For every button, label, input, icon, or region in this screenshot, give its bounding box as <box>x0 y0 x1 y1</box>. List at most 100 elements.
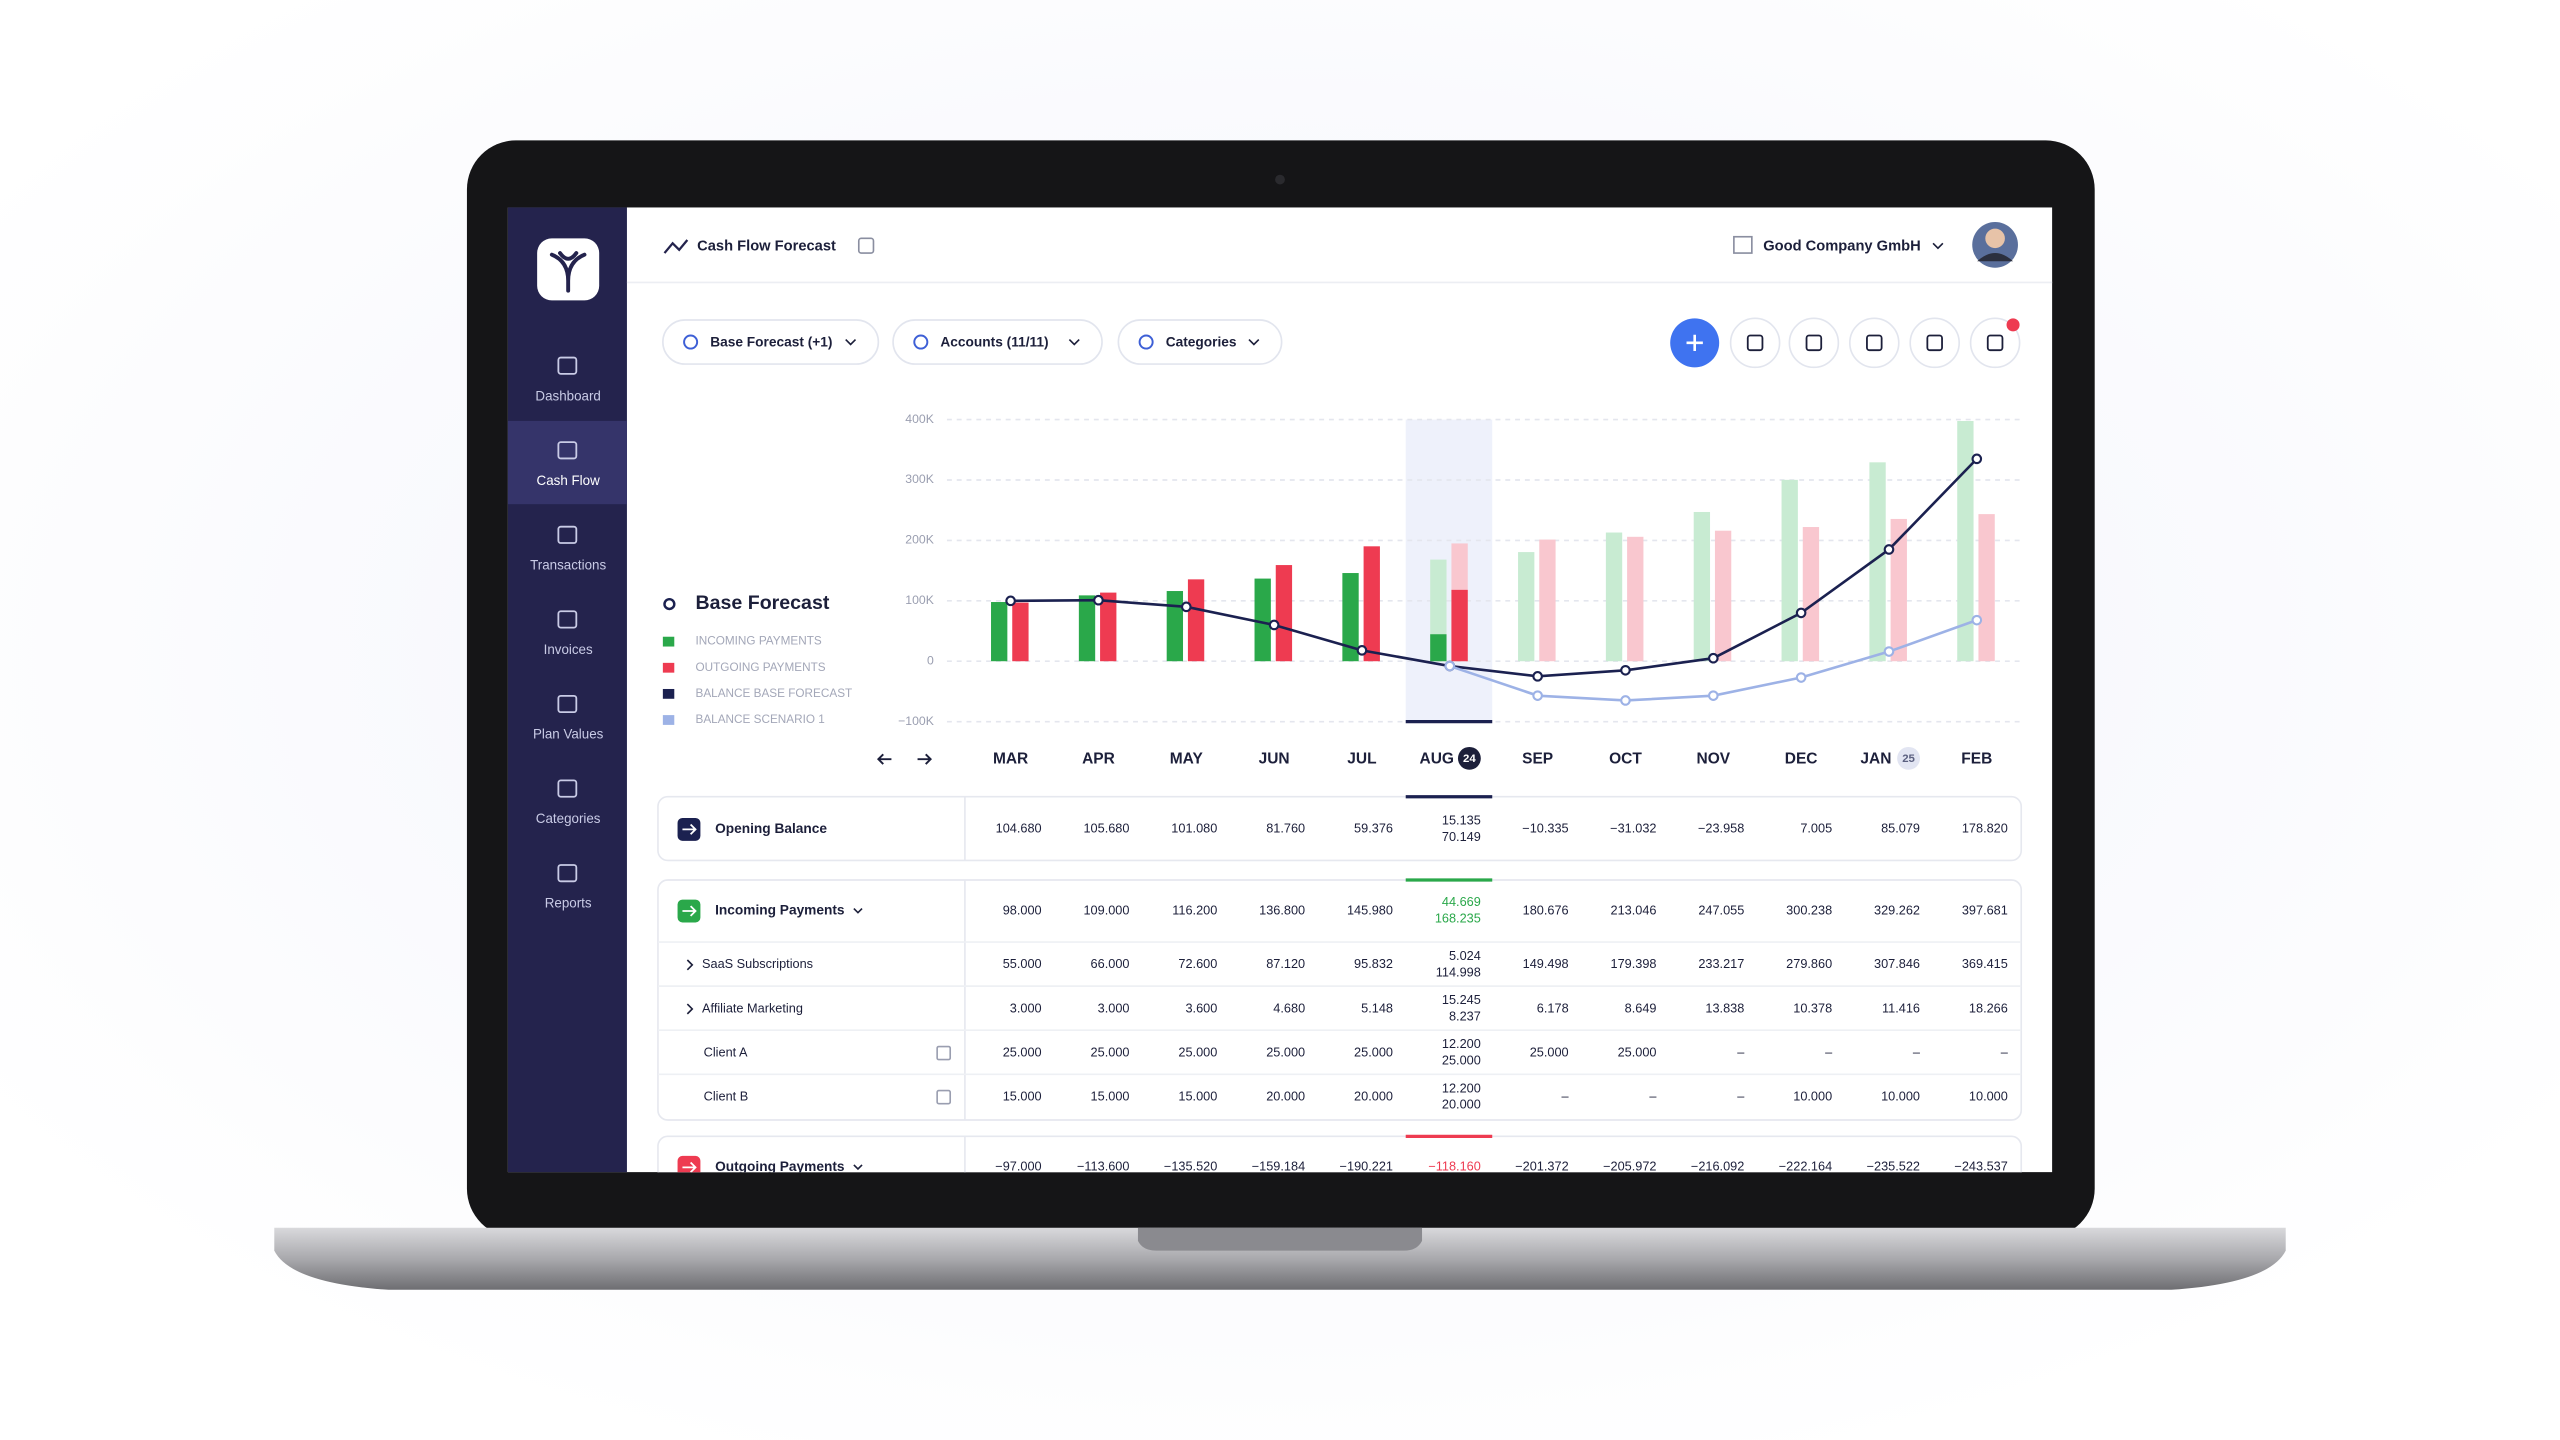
bar <box>1275 565 1293 662</box>
table-cell: 145.980 <box>1347 902 1393 917</box>
expand-chevron[interactable] <box>686 1003 694 1015</box>
company-caret <box>1932 242 1944 250</box>
table-cell: 3.000 <box>1098 1000 1130 1015</box>
table-cell: −23.958 <box>1698 821 1744 836</box>
nav-label[interactable]: Invoices <box>544 642 593 657</box>
filter-pill[interactable] <box>662 319 880 365</box>
bar <box>1957 420 1974 662</box>
tool-icon <box>1986 334 2004 352</box>
tool-icon <box>1866 334 1883 352</box>
year-badge-label: 25 <box>1902 753 1915 765</box>
balance-point <box>1971 453 1983 465</box>
row-caret[interactable] <box>853 1164 863 1171</box>
nav-label[interactable]: Transactions <box>530 557 606 572</box>
table-cell: 13.838 <box>1705 1000 1744 1015</box>
notification-dot <box>2006 318 2020 332</box>
table-card <box>657 879 2023 1121</box>
filter-label: Base Forecast (+1) <box>710 334 832 349</box>
bar <box>1605 532 1623 662</box>
y-tick-label: 0 <box>927 653 934 667</box>
table-cell: 10.000 <box>1969 1089 2008 1104</box>
filter-icon <box>683 334 699 350</box>
expand-chevron[interactable] <box>686 959 694 971</box>
table-cell: 279.860 <box>1786 956 1832 971</box>
table-cell: 179.398 <box>1611 956 1657 971</box>
tool-button[interactable] <box>1729 317 1781 369</box>
table-cell: 247.055 <box>1698 902 1744 917</box>
balance-point <box>1356 645 1368 656</box>
bar <box>991 602 1008 662</box>
nav-icon <box>557 356 578 375</box>
balance-point <box>1795 607 1807 619</box>
filter-pill[interactable] <box>892 319 1103 365</box>
month-label: JAN <box>1860 750 1891 767</box>
balance-point <box>1093 594 1104 606</box>
tool-button[interactable] <box>1969 317 2021 369</box>
month-label: MAY <box>1170 750 1204 767</box>
tool-button[interactable] <box>1848 317 1900 369</box>
table-cell: 307.846 <box>1874 956 1920 971</box>
bar <box>1627 536 1644 662</box>
table-cell: 8.649 <box>1625 1000 1657 1015</box>
row-caret[interactable] <box>853 907 863 914</box>
table-cell: 369.415 <box>1962 956 2008 971</box>
table-cell: −10.335 <box>1522 821 1568 836</box>
company-name[interactable]: Good Company GmbH <box>1763 238 1920 254</box>
bar <box>1430 634 1447 662</box>
balance-point <box>1268 619 1280 631</box>
table-cell: 15.000 <box>1178 1089 1217 1104</box>
table-cell: 25.000 <box>1003 1044 1042 1059</box>
tool-button[interactable] <box>1788 317 1840 369</box>
month-label: MAR <box>993 750 1028 767</box>
filter-icon <box>913 334 929 350</box>
balance-point <box>1620 695 1631 706</box>
nav-arrows[interactable] <box>876 753 932 765</box>
year-badge <box>1897 746 1920 770</box>
balance-point <box>1005 595 1016 607</box>
table-cell: 25.000 <box>1618 1044 1657 1059</box>
table-cell: – <box>2001 1044 2009 1059</box>
table-cell: 20.000 <box>1266 1089 1305 1104</box>
table-cell: 233.217 <box>1698 956 1744 971</box>
bar <box>1254 578 1271 662</box>
table-cell: 300.238 <box>1786 902 1832 917</box>
tool-button[interactable] <box>1909 317 1960 369</box>
nav-label[interactable]: Cash Flow <box>537 473 601 488</box>
bar <box>1342 573 1359 662</box>
month-label: JUL <box>1347 750 1376 767</box>
nav-label[interactable]: Categories <box>536 811 601 826</box>
table-cell: 3.600 <box>1185 1000 1217 1015</box>
table-cell: 25.000 <box>1354 1044 1393 1059</box>
table-cell: 10.000 <box>1881 1089 1920 1104</box>
table-cell: 59.376 <box>1354 821 1393 836</box>
nav-label[interactable]: Dashboard <box>535 388 600 403</box>
table-cell: 10.000 <box>1793 1089 1832 1104</box>
avatar-body <box>1977 253 2014 262</box>
bar <box>1693 511 1711 662</box>
balance-point <box>1708 652 1719 664</box>
nav-label[interactable]: Reports <box>545 896 592 911</box>
y-tick-label: 300K <box>905 472 934 486</box>
filter-pill[interactable] <box>1117 319 1283 365</box>
row-icon-glyph <box>682 905 697 917</box>
month-label: OCT <box>1609 750 1642 767</box>
nav-label[interactable]: Plan Values <box>533 727 604 742</box>
bar <box>1869 462 1886 662</box>
month-label: JUN <box>1259 750 1290 767</box>
table-cell: −216.092 <box>1691 1159 1744 1174</box>
filter-caret <box>1068 339 1080 346</box>
page-title: Cash Flow Forecast <box>697 238 836 254</box>
table-cell: −235.522 <box>1867 1159 1920 1174</box>
legend-label: BALANCE BASE FORECAST <box>696 687 853 700</box>
balance-point <box>1883 544 1895 555</box>
table-cell: 72.600 <box>1178 956 1217 971</box>
note-icon <box>936 1089 952 1105</box>
table-cell: 20.000 <box>1354 1089 1393 1104</box>
panel-toggle[interactable] <box>857 237 875 254</box>
nav-icon <box>557 610 578 629</box>
table-cell: 329.262 <box>1874 902 1920 917</box>
table-cell: 5.148 <box>1361 1000 1393 1015</box>
row-label: Opening Balance <box>715 821 827 836</box>
table-cell: 95.832 <box>1354 956 1393 971</box>
table-cell: 70.149 <box>1442 829 1481 844</box>
